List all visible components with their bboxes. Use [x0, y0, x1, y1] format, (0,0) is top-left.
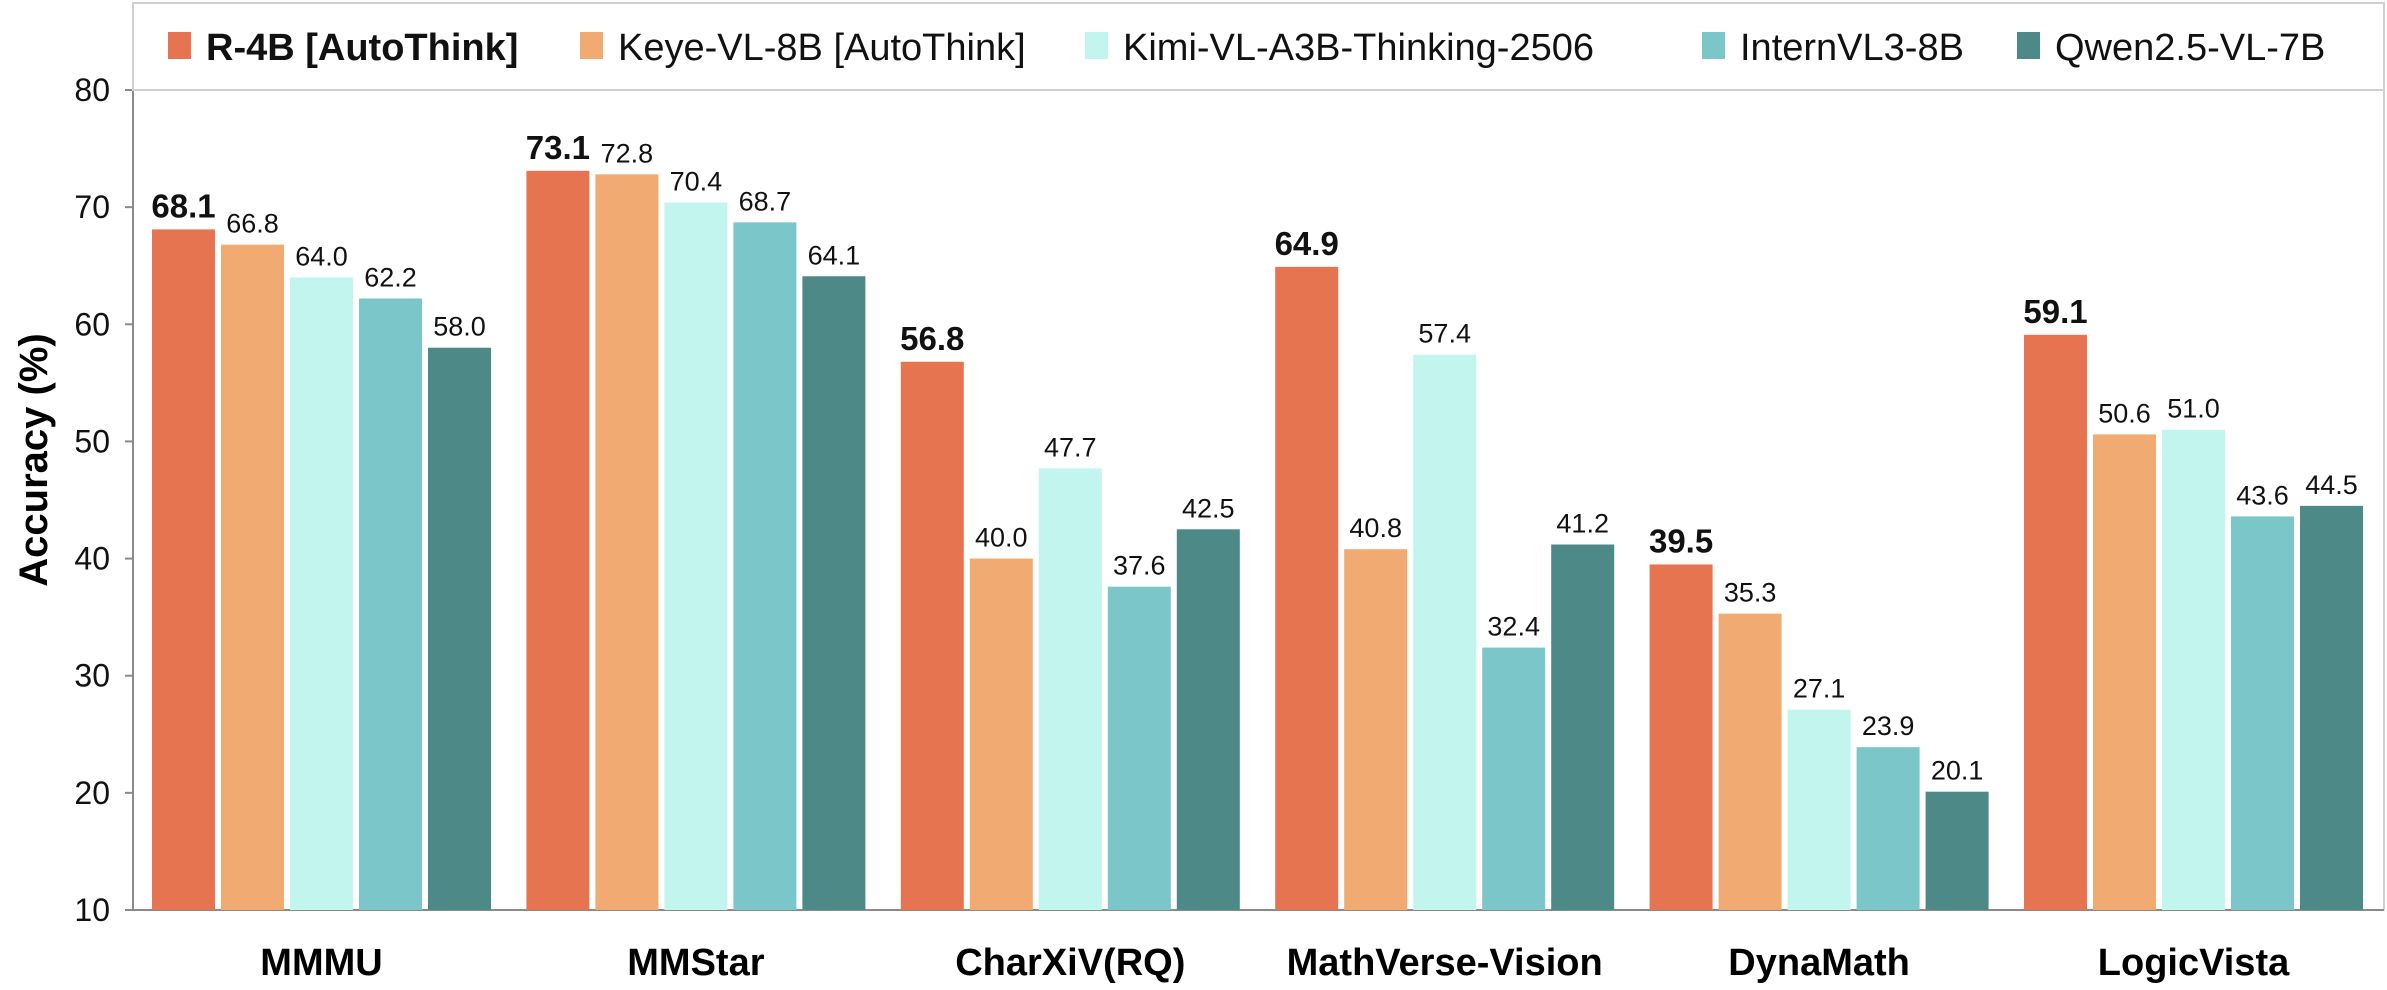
bar: [802, 276, 866, 910]
bar: [595, 174, 659, 911]
y-tick-label: 60: [74, 306, 110, 342]
data-label: 42.5: [1182, 493, 1235, 523]
data-label: 47.7: [1044, 432, 1097, 462]
data-label: 27.1: [1793, 674, 1846, 704]
category-label: MMMU: [260, 942, 382, 984]
legend-box: [132, 2, 2385, 91]
data-label: 43.6: [2236, 480, 2289, 510]
data-label: 35.3: [1724, 578, 1777, 608]
data-label: 70.4: [670, 166, 723, 196]
data-label: 37.6: [1113, 551, 1166, 581]
category-label: CharXiV(RQ): [955, 942, 1185, 984]
data-label: 64.9: [1275, 225, 1339, 262]
legend-swatch: [2017, 32, 2040, 59]
data-label: 66.8: [226, 209, 279, 239]
data-label: 59.1: [2023, 293, 2087, 330]
bar: [1413, 354, 1477, 910]
data-label: 62.2: [364, 263, 417, 293]
y-tick-label: 70: [74, 189, 110, 225]
bar: [1551, 544, 1615, 910]
bar: [1482, 647, 1546, 910]
legend-swatch: [168, 32, 191, 59]
bar: [1649, 564, 1713, 910]
data-label: 51.0: [2167, 394, 2220, 424]
bar: [900, 361, 964, 910]
data-label: 64.1: [808, 240, 861, 270]
bar: [290, 277, 353, 910]
data-label: 56.8: [900, 320, 964, 357]
legend: R-4B [AutoThink] Keye-VL-8B [AutoThink] Ki…: [132, 2, 2385, 91]
data-label: 20.1: [1931, 756, 1984, 786]
bar: [1275, 266, 1339, 910]
data-label: 64.0: [295, 241, 348, 271]
bar: [2024, 334, 2087, 910]
bar: [1107, 586, 1171, 910]
data-label: 73.1: [526, 129, 590, 166]
data-labels: 68.1 66.8 64.0 62.2 58.0 73.1 72.8 70.4 68.7 64.1…: [151, 129, 2357, 786]
legend-label: Keye-VL-8B [AutoThink]: [618, 27, 1026, 69]
y-tick-label: 10: [74, 892, 110, 928]
bars: [152, 170, 2363, 911]
legend-swatch: [580, 32, 603, 59]
bar: [2093, 434, 2156, 910]
bar: [359, 298, 422, 910]
y-axis: 10 20 30 40 50 60 70 80: [74, 72, 133, 928]
data-label: 32.4: [1487, 612, 1540, 642]
y-tick-label: 20: [74, 775, 110, 811]
data-label: 58.0: [433, 312, 486, 342]
legend-label: Kimi-VL-A3B-Thinking-2506: [1123, 27, 1594, 69]
data-label: 40.0: [975, 523, 1028, 553]
legend-label: R-4B [AutoThink]: [206, 27, 518, 69]
y-tick-label: 30: [74, 658, 110, 694]
category-label: MathVerse-Vision: [1287, 942, 1603, 984]
category-label: LogicVista: [2098, 942, 2290, 984]
y-tick-label: 50: [74, 423, 110, 459]
data-label: 68.1: [151, 187, 215, 224]
legend-swatch: [1702, 32, 1725, 59]
bar: [1925, 791, 1989, 910]
bar: [428, 347, 491, 910]
category-label: DynaMath: [1728, 942, 1910, 984]
data-label: 39.5: [1649, 522, 1713, 559]
data-label: 41.2: [1556, 509, 1609, 539]
category-labels: MMMU MMStar CharXiV(RQ) MathVerse-Vision Dyn…: [260, 942, 2290, 984]
bar: [2300, 505, 2363, 910]
data-label: 44.5: [2305, 470, 2358, 500]
bar: [221, 244, 284, 911]
bar: [526, 170, 590, 911]
bar: [733, 222, 797, 910]
bar: [1787, 709, 1851, 910]
legend-label: InternVL3-8B: [1740, 27, 1964, 69]
y-tick-label: 80: [74, 72, 110, 108]
bar: [969, 558, 1033, 910]
bar: [1176, 529, 1240, 910]
y-tick-label: 40: [74, 541, 110, 577]
data-label: 40.8: [1349, 513, 1402, 543]
bar: [1038, 468, 1102, 910]
bar: [1856, 747, 1920, 910]
bar: [664, 202, 728, 910]
legend-label: Qwen2.5-VL-7B: [2055, 27, 2325, 69]
legend-swatch: [1085, 32, 1108, 59]
data-label: 50.6: [2098, 398, 2151, 428]
bar: [1718, 613, 1782, 910]
data-label: 68.7: [739, 186, 792, 216]
y-axis-label: Accuracy (%): [12, 333, 56, 586]
data-label: 23.9: [1862, 711, 1915, 741]
data-label: 57.4: [1418, 319, 1471, 349]
category-label: MMStar: [627, 942, 764, 984]
data-label: 72.8: [601, 138, 654, 168]
bar: [1344, 549, 1408, 910]
bar: [152, 229, 215, 910]
bar: [2231, 516, 2294, 910]
bar: [2162, 429, 2225, 910]
